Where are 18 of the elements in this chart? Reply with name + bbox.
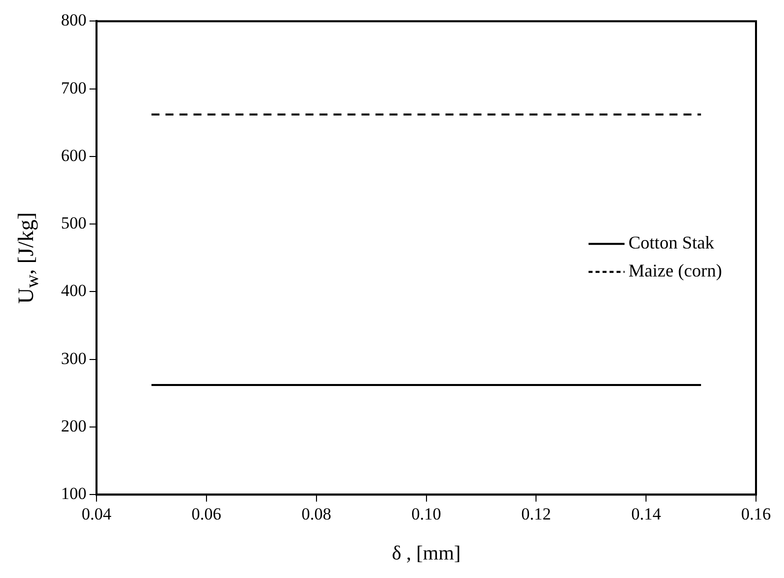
x-tick-label: 0.08 <box>301 504 332 524</box>
y-tick-label: 100 <box>61 484 86 504</box>
y-tick-label: 300 <box>61 348 86 368</box>
y-tick-label: 200 <box>61 416 86 436</box>
y-tick-label: 700 <box>61 78 86 98</box>
legend-label: Maize (corn) <box>628 260 722 281</box>
y-tick-label: 600 <box>61 146 86 165</box>
x-tick-label: 0.04 <box>82 504 112 524</box>
y-tick-label: 800 <box>61 10 86 30</box>
x-tick-label: 0.12 <box>521 504 552 524</box>
x-tick-label: 0.10 <box>411 504 442 524</box>
y-tick-label: 400 <box>61 281 86 300</box>
x-tick-label: 0.16 <box>741 504 771 524</box>
x-axis-title: δ , [mm] <box>392 542 461 564</box>
x-tick-label: 0.14 <box>631 504 662 524</box>
x-tick-label: 0.06 <box>192 504 222 524</box>
legend-label: Cotton Stak <box>628 232 714 253</box>
y-tick-label: 500 <box>61 214 86 233</box>
